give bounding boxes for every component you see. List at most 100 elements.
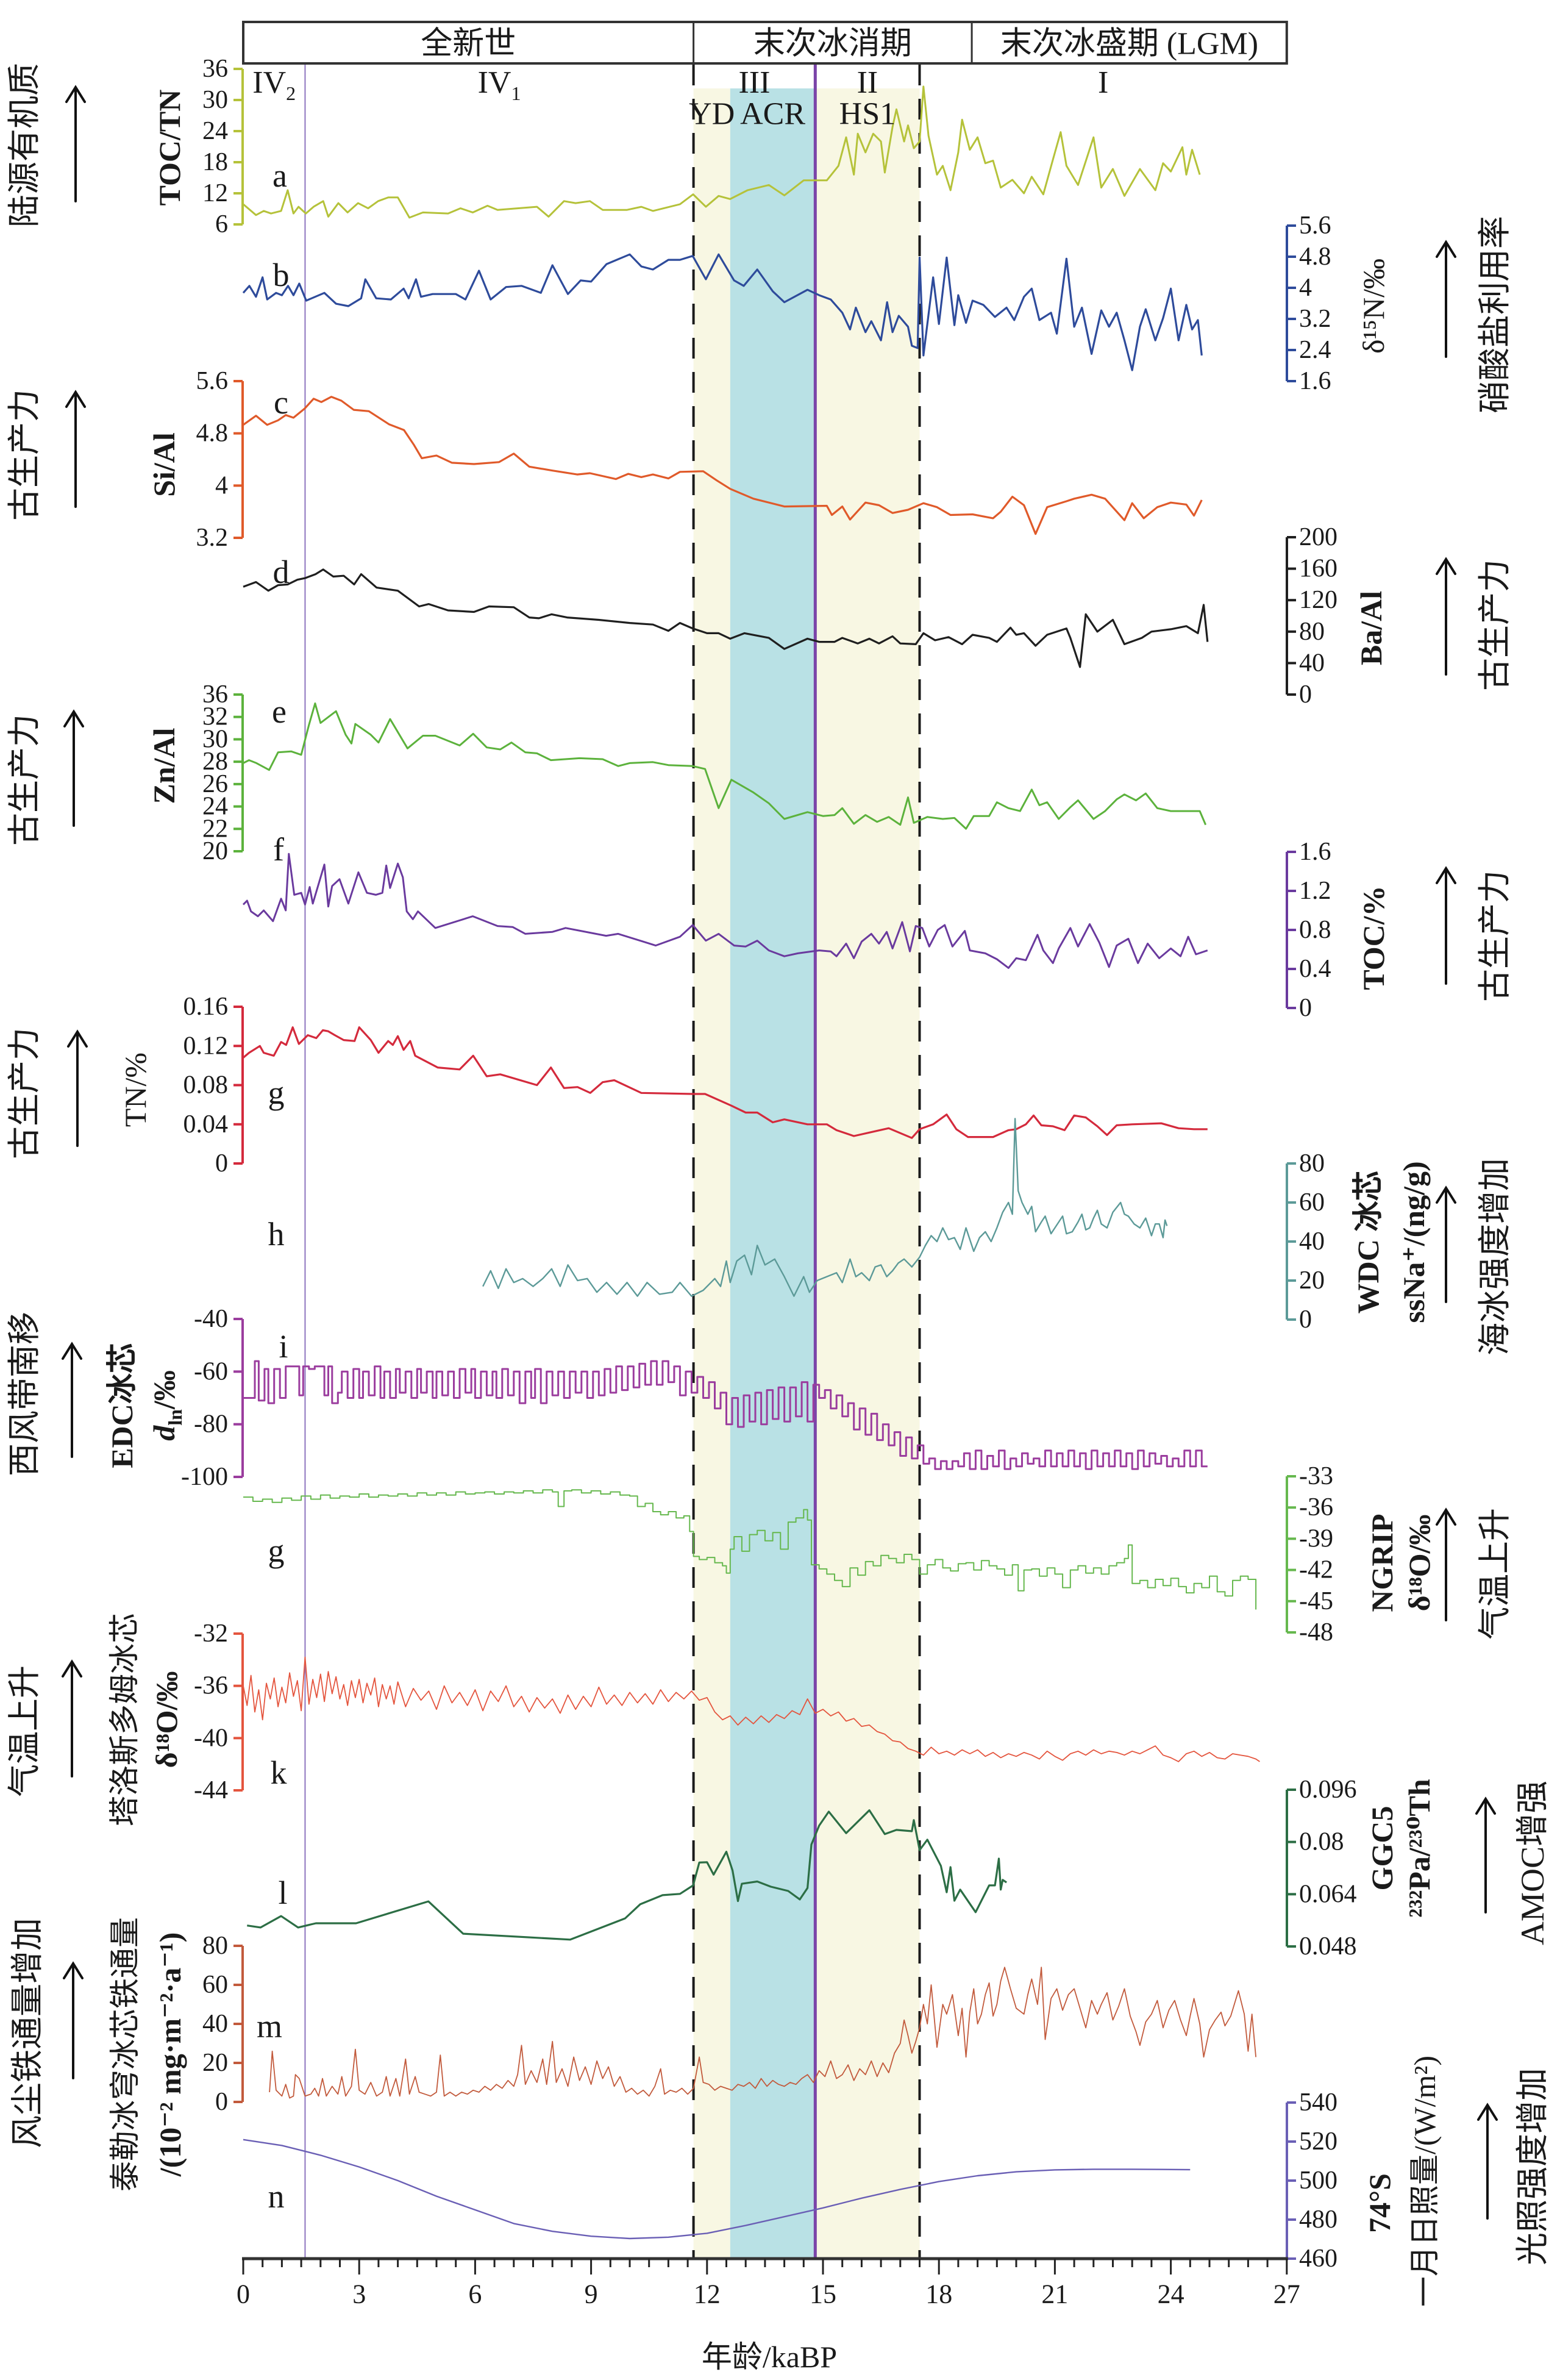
axis-title-i: EDC冰芯 [105,1343,139,1468]
x-tick-label: 0 [237,2279,250,2309]
panel-letter-g2: g [268,1532,285,1569]
panel-h: 80 60 40 20 0 WDC 冰芯 ssNa⁺/(ng/g) 海冰强度增加 h [268,1118,1513,1356]
interpretation-label-m: 风尘铁通量增加 [9,1918,46,2148]
series-line-g2 [243,1489,1257,1610]
y-tick-label: 0 [1299,681,1312,709]
y-tick-label: -45 [1299,1587,1333,1615]
axis-title-n: 一月日照量/(W/m²) [1408,2056,1442,2307]
y-tick-label: 480 [1299,2206,1337,2234]
axis-title-segment: TOC/% [1356,885,1391,990]
up-arrow-icon [65,390,86,508]
y-tick-label: -48 [1299,1618,1333,1646]
axis-title-segment: 74°S [1362,2173,1397,2233]
interpretation-label-l: AMOC增强 [1514,1781,1551,1945]
y-tick-label: -33 [1299,1462,1333,1490]
stage-numeral: IV [478,65,511,100]
stage-label: III [738,65,770,100]
y-tick-label: 80 [202,1932,228,1960]
axis-title-segment: d [147,1425,181,1441]
y-tick-label: 0.08 [1299,1828,1344,1856]
y-tick-label: 160 [1299,555,1337,583]
panel-letter-k: k [271,1754,287,1791]
panel-letter-f: f [273,831,284,868]
series-line-i [243,1360,1208,1470]
axis-title-segment: EDC冰芯 [105,1343,139,1468]
panel-n: 540 520 500 480 460 74°S 一月日照量/(W/m²) 光照强度增加 n [243,2056,1551,2307]
axis-title-segment: WDC 冰芯 [1351,1171,1385,1314]
band-acr [730,88,816,2259]
y-tick-label: 1.6 [1299,838,1331,866]
panel-f: 1.6 1.2 0.8 0.4 0 TOC/% 古生产力 f [242,831,1513,1022]
interpretation-label-a: 陆源有机质 [6,63,43,227]
x-axis-title: 年龄/kaBP [702,2340,837,2374]
interpretation-label-e: 古生产力 [6,714,43,846]
interpretation-label-f: 古生产力 [1476,870,1513,1002]
y-tick-label: 0.16 [183,993,229,1021]
y-tick-label: 0.048 [1299,1932,1357,1960]
y-tick-label: -42 [1299,1556,1333,1584]
axis-title-e: Zn/Al [147,727,181,804]
y-tick-label: 0 [1299,994,1312,1022]
interpretation-label-b: 硝酸盐利用率 [1476,216,1513,413]
up-arrow-icon [1436,557,1456,676]
y-tick-label: 4.8 [196,420,229,448]
y-tick-label: 540 [1299,2089,1337,2117]
up-arrow-icon [63,1961,84,2079]
y-tick-label: 0.064 [1299,1880,1357,1908]
axis-title-g2: NGRIP [1365,1513,1399,1612]
y-tick-label: -100 [181,1463,228,1491]
event-label-yd: YD [689,97,735,132]
y-tick-label: 36 [202,681,228,709]
stage-labels: IV2 IV1 III II IYD ACR HS1 [252,65,1108,132]
x-tick-label: 3 [352,2279,366,2309]
y-tick-label: 26 [202,770,228,798]
x-tick-label: 27 [1273,2279,1300,2309]
period-label: 末次冰消期 [753,27,912,62]
y-tick-label: 32 [202,703,228,731]
y-tick-label: 30 [202,86,228,114]
y-tick-label: 12 [202,179,228,207]
panel-letter-m: m [257,2008,282,2045]
axis-title-segment: ln [164,1409,186,1426]
panel-g2: -33 -36 -39 -42 -45 -48 NGRIP δ¹⁸O/‰ 气温上升 g [243,1462,1513,1646]
axis-title-segment: Si/Al [147,432,181,497]
axis-title-segment: Zn/Al [147,727,181,804]
y-tick-label: 3.2 [1299,305,1331,333]
y-tick-label: 4 [215,471,228,499]
y-tick-label: 80 [1299,618,1325,646]
axis-title-segment: δ¹⁸O/‰ [149,1671,183,1768]
panel-c: 5.6 4.8 4 3.2 Si/Al 古生产力 c [6,367,1203,552]
interpretation-label-g2: 气温上升 [1476,1508,1513,1640]
y-tick-label: 0.4 [1299,955,1331,983]
period-header: 全新世 末次冰消期 末次冰盛期 (LGM) [242,21,1288,65]
axis-title-segment: /‰ [147,1370,181,1410]
series-line-n [243,2139,1191,2240]
y-tick-label: 20 [1299,1267,1325,1295]
y-tick-label: 80 [1299,1149,1325,1177]
y-tick-label: -32 [194,1620,228,1648]
x-tick-label: 15 [810,2279,836,2309]
stage-numeral: II [857,65,878,100]
up-arrow-icon [1436,866,1456,985]
y-tick-label: -39 [1299,1524,1333,1553]
up-arrow-icon [62,1342,82,1458]
y-tick-label: 1.2 [1299,877,1331,905]
y-tick-label: 6 [215,210,228,238]
interpretation-label-h: 海冰强度增加 [1476,1158,1513,1356]
stage-subscript: 1 [511,82,521,104]
panel-m: 80 60 40 20 0 泰勒冰穹冰芯铁通量 /(10⁻² mg·m⁻²·a⁻¹) 风尘铁通… [9,1917,1256,2192]
y-tick-label: 500 [1299,2167,1337,2195]
y-tick-label: 40 [1299,649,1325,677]
y-tick-label: -60 [194,1357,228,1385]
y-tick-label: 40 [202,2010,228,2038]
y-tick-label: 4.8 [1299,243,1331,271]
y-tick-label: 5.6 [1299,212,1331,240]
axis-title-g2: δ¹⁸O/‰ [1402,1515,1436,1612]
stage-numeral: IV [252,65,286,100]
y-tick-label: 20 [202,837,228,865]
axis-title-h: WDC 冰芯 [1351,1171,1385,1314]
